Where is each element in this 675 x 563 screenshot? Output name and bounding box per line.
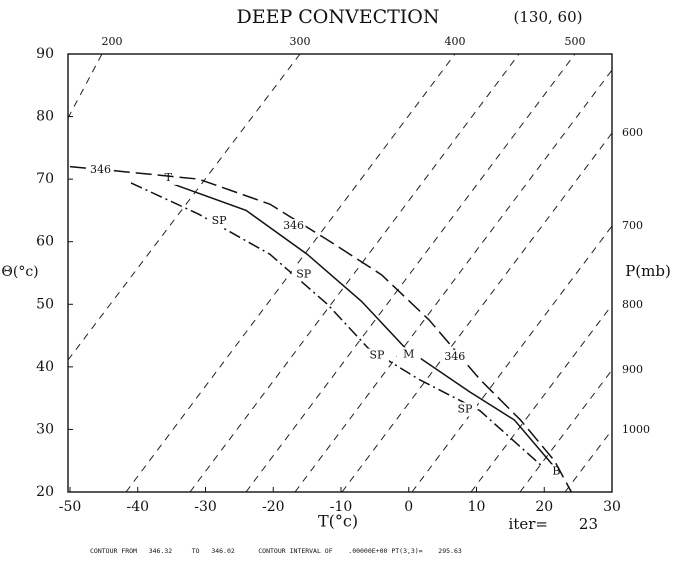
top-axis-label: 500 <box>565 35 586 48</box>
curve-label: T <box>165 171 173 184</box>
top-axis-label: 400 <box>445 35 466 48</box>
label-bg <box>452 402 477 417</box>
x-tick-label: -20 <box>262 499 285 515</box>
y-axis-label: Θ(°c) <box>1 264 38 280</box>
x-tick-label: -30 <box>194 499 217 515</box>
iter-label: iter= <box>509 515 548 533</box>
curve-label: SP <box>369 349 385 362</box>
y-tick-label: 50 <box>36 296 54 312</box>
curve-label: 346 <box>90 163 111 176</box>
curve-label: 346 <box>283 219 304 232</box>
label-bg <box>396 347 421 362</box>
chart-title: DEEP CONVECTION <box>236 6 439 28</box>
curve-label: SP <box>458 402 474 415</box>
y-tick-label: 80 <box>36 109 54 125</box>
chart-subtitle: (130, 60) <box>514 8 583 26</box>
label-bg <box>156 170 181 185</box>
y-tick-label: 30 <box>36 421 54 437</box>
label-bg <box>281 219 306 234</box>
x-tick-label: 20 <box>535 499 553 515</box>
curve <box>167 181 555 468</box>
curve-label: SP <box>212 214 228 227</box>
x-tick-label: -50 <box>59 499 82 515</box>
right-axis-label: 700 <box>622 219 643 232</box>
x-axis-label: T(°c) <box>318 512 358 531</box>
top-axis-label: 300 <box>290 35 311 48</box>
curve-label: 346 <box>444 350 465 363</box>
right-axis-label: 900 <box>622 363 643 376</box>
footer: CONTOUR FROM 346.32 TO 346.02 CONTOUR IN… <box>90 547 462 555</box>
label-bg <box>88 162 113 177</box>
label-bg <box>291 267 316 282</box>
curve-label: M <box>403 347 414 360</box>
x-tick-label: -10 <box>330 499 353 515</box>
label-bg <box>364 348 389 363</box>
y-tick-label: 20 <box>36 484 54 500</box>
isobars <box>67 53 613 493</box>
plot-frame <box>67 53 613 493</box>
curve <box>130 182 542 466</box>
y-tick-label: 60 <box>36 234 54 250</box>
y-tick-label: 90 <box>36 46 54 62</box>
label-bg <box>207 214 232 229</box>
x-tick-label: 0 <box>404 499 413 515</box>
iter-value: 23 <box>579 515 598 533</box>
curve-label: SP <box>296 267 312 280</box>
curve <box>69 165 573 493</box>
x-tick-label: -40 <box>126 499 149 515</box>
label-bg <box>442 349 467 364</box>
right-axis-title: P(mb) <box>625 262 671 280</box>
x-tick-label: 10 <box>468 499 486 515</box>
right-axis-label: 800 <box>622 298 643 311</box>
y-tick-label: 70 <box>36 171 54 187</box>
right-axis-label: 600 <box>622 126 643 139</box>
y-tick-label: 40 <box>36 359 54 375</box>
curve-label: B <box>552 464 560 477</box>
top-axis-label: 200 <box>102 35 123 48</box>
x-tick-label: 30 <box>603 499 621 515</box>
right-axis-label: 1000 <box>622 423 650 436</box>
